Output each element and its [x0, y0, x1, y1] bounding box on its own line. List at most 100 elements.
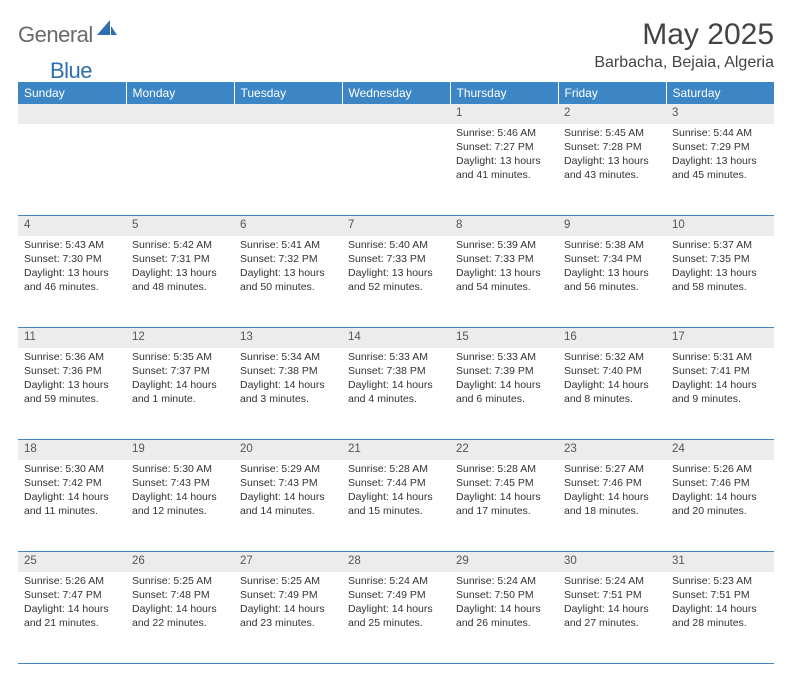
day-cell: Sunrise: 5:30 AMSunset: 7:43 PMDaylight:… — [126, 460, 234, 552]
day-number: 20 — [234, 440, 342, 460]
sunrise-text: Sunrise: 5:29 AM — [240, 462, 336, 476]
day-cell: Sunrise: 5:44 AMSunset: 7:29 PMDaylight:… — [666, 124, 774, 216]
day-number: 13 — [234, 328, 342, 348]
sunrise-text: Sunrise: 5:25 AM — [132, 574, 228, 588]
day-cell: Sunrise: 5:35 AMSunset: 7:37 PMDaylight:… — [126, 348, 234, 440]
day-number: 28 — [342, 552, 450, 572]
sunrise-text: Sunrise: 5:30 AM — [24, 462, 120, 476]
daylight-text: Daylight: 13 hours and 50 minutes. — [240, 266, 336, 294]
day-cell: Sunrise: 5:39 AMSunset: 7:33 PMDaylight:… — [450, 236, 558, 328]
sunrise-text: Sunrise: 5:41 AM — [240, 238, 336, 252]
day-number: 2 — [558, 104, 666, 124]
sunrise-text: Sunrise: 5:31 AM — [672, 350, 768, 364]
day-cell: Sunrise: 5:24 AMSunset: 7:49 PMDaylight:… — [342, 572, 450, 664]
sunrise-text: Sunrise: 5:26 AM — [672, 462, 768, 476]
daylight-text: Daylight: 13 hours and 45 minutes. — [672, 154, 768, 182]
sunset-text: Sunset: 7:41 PM — [672, 364, 768, 378]
day-cell: Sunrise: 5:38 AMSunset: 7:34 PMDaylight:… — [558, 236, 666, 328]
day-cell — [342, 124, 450, 216]
sunrise-text: Sunrise: 5:32 AM — [564, 350, 660, 364]
logo-sail-icon — [97, 20, 117, 41]
daynum-row: 11121314151617 — [18, 328, 774, 348]
week-row: Sunrise: 5:36 AMSunset: 7:36 PMDaylight:… — [18, 348, 774, 440]
day-cell: Sunrise: 5:33 AMSunset: 7:38 PMDaylight:… — [342, 348, 450, 440]
daylight-text: Daylight: 14 hours and 6 minutes. — [456, 378, 552, 406]
daylight-text: Daylight: 13 hours and 58 minutes. — [672, 266, 768, 294]
day-cell: Sunrise: 5:28 AMSunset: 7:45 PMDaylight:… — [450, 460, 558, 552]
sunrise-text: Sunrise: 5:40 AM — [348, 238, 444, 252]
daylight-text: Daylight: 13 hours and 43 minutes. — [564, 154, 660, 182]
calendar-table: Sunday Monday Tuesday Wednesday Thursday… — [18, 82, 774, 664]
day-number — [234, 104, 342, 124]
day-cell: Sunrise: 5:36 AMSunset: 7:36 PMDaylight:… — [18, 348, 126, 440]
sunset-text: Sunset: 7:49 PM — [348, 588, 444, 602]
weekday-header: Monday — [126, 82, 234, 104]
sunset-text: Sunset: 7:47 PM — [24, 588, 120, 602]
daylight-text: Daylight: 14 hours and 27 minutes. — [564, 602, 660, 630]
sunset-text: Sunset: 7:38 PM — [240, 364, 336, 378]
sunset-text: Sunset: 7:33 PM — [348, 252, 444, 266]
week-row: Sunrise: 5:26 AMSunset: 7:47 PMDaylight:… — [18, 572, 774, 664]
sunset-text: Sunset: 7:40 PM — [564, 364, 660, 378]
daylight-text: Daylight: 14 hours and 17 minutes. — [456, 490, 552, 518]
sunrise-text: Sunrise: 5:37 AM — [672, 238, 768, 252]
daynum-row: 123 — [18, 104, 774, 124]
weekday-header: Sunday — [18, 82, 126, 104]
sunset-text: Sunset: 7:43 PM — [132, 476, 228, 490]
day-cell: Sunrise: 5:46 AMSunset: 7:27 PMDaylight:… — [450, 124, 558, 216]
daylight-text: Daylight: 14 hours and 21 minutes. — [24, 602, 120, 630]
daylight-text: Daylight: 13 hours and 46 minutes. — [24, 266, 120, 294]
sunset-text: Sunset: 7:36 PM — [24, 364, 120, 378]
sunrise-text: Sunrise: 5:27 AM — [564, 462, 660, 476]
sunrise-text: Sunrise: 5:38 AM — [564, 238, 660, 252]
day-number: 1 — [450, 104, 558, 124]
sunset-text: Sunset: 7:34 PM — [564, 252, 660, 266]
sunset-text: Sunset: 7:46 PM — [672, 476, 768, 490]
day-number: 25 — [18, 552, 126, 572]
day-cell: Sunrise: 5:25 AMSunset: 7:49 PMDaylight:… — [234, 572, 342, 664]
daylight-text: Daylight: 14 hours and 12 minutes. — [132, 490, 228, 518]
sunrise-text: Sunrise: 5:28 AM — [456, 462, 552, 476]
sunrise-text: Sunrise: 5:35 AM — [132, 350, 228, 364]
sunset-text: Sunset: 7:38 PM — [348, 364, 444, 378]
daylight-text: Daylight: 14 hours and 22 minutes. — [132, 602, 228, 630]
sunset-text: Sunset: 7:43 PM — [240, 476, 336, 490]
sunrise-text: Sunrise: 5:45 AM — [564, 126, 660, 140]
sunrise-text: Sunrise: 5:33 AM — [348, 350, 444, 364]
sunset-text: Sunset: 7:35 PM — [672, 252, 768, 266]
weekday-header-row: Sunday Monday Tuesday Wednesday Thursday… — [18, 82, 774, 104]
day-cell: Sunrise: 5:24 AMSunset: 7:51 PMDaylight:… — [558, 572, 666, 664]
day-number: 6 — [234, 216, 342, 236]
sunrise-text: Sunrise: 5:46 AM — [456, 126, 552, 140]
day-number: 16 — [558, 328, 666, 348]
day-number: 11 — [18, 328, 126, 348]
weekday-header: Thursday — [450, 82, 558, 104]
sunset-text: Sunset: 7:31 PM — [132, 252, 228, 266]
location-subtitle: Barbacha, Bejaia, Algeria — [594, 54, 774, 72]
day-number: 18 — [18, 440, 126, 460]
daylight-text: Daylight: 14 hours and 8 minutes. — [564, 378, 660, 406]
sunset-text: Sunset: 7:46 PM — [564, 476, 660, 490]
daylight-text: Daylight: 13 hours and 54 minutes. — [456, 266, 552, 294]
day-number: 30 — [558, 552, 666, 572]
day-number: 21 — [342, 440, 450, 460]
day-number: 31 — [666, 552, 774, 572]
sunset-text: Sunset: 7:45 PM — [456, 476, 552, 490]
sunrise-text: Sunrise: 5:43 AM — [24, 238, 120, 252]
day-number: 5 — [126, 216, 234, 236]
sunset-text: Sunset: 7:51 PM — [672, 588, 768, 602]
daynum-row: 45678910 — [18, 216, 774, 236]
day-number: 14 — [342, 328, 450, 348]
sunrise-text: Sunrise: 5:30 AM — [132, 462, 228, 476]
day-number: 17 — [666, 328, 774, 348]
sunset-text: Sunset: 7:33 PM — [456, 252, 552, 266]
week-row: Sunrise: 5:43 AMSunset: 7:30 PMDaylight:… — [18, 236, 774, 328]
sunset-text: Sunset: 7:28 PM — [564, 140, 660, 154]
day-cell: Sunrise: 5:37 AMSunset: 7:35 PMDaylight:… — [666, 236, 774, 328]
daylight-text: Daylight: 13 hours and 48 minutes. — [132, 266, 228, 294]
daylight-text: Daylight: 14 hours and 4 minutes. — [348, 378, 444, 406]
week-row: Sunrise: 5:46 AMSunset: 7:27 PMDaylight:… — [18, 124, 774, 216]
day-number: 27 — [234, 552, 342, 572]
daylight-text: Daylight: 14 hours and 20 minutes. — [672, 490, 768, 518]
sunset-text: Sunset: 7:32 PM — [240, 252, 336, 266]
